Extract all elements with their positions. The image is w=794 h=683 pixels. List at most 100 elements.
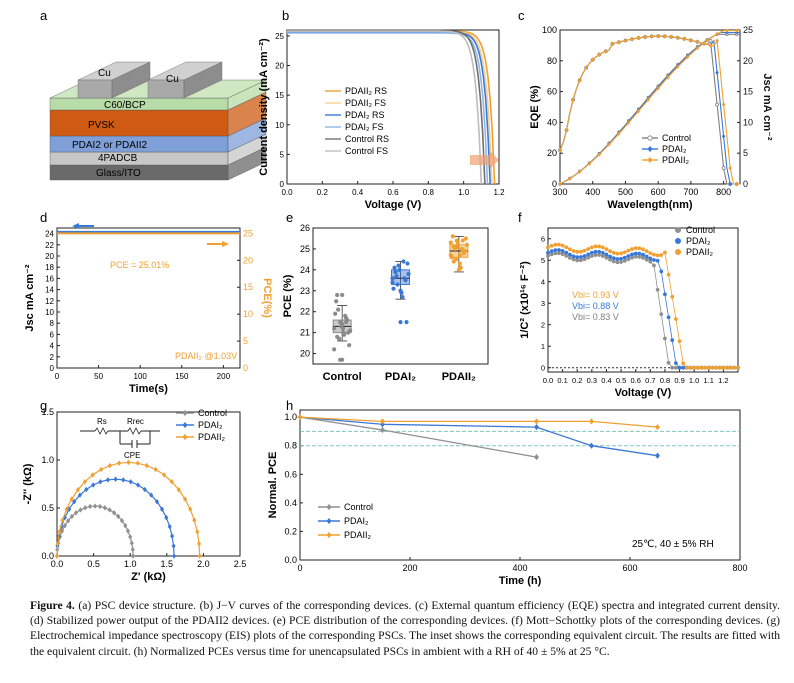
y-tick-label: 10 [275,121,284,130]
panel-letter-h: h [286,398,293,413]
jv-curve [287,32,489,185]
data-point [619,260,623,264]
x-tick-label: 0.7 [645,376,655,385]
x-tick-label: 0.0 [543,376,553,385]
data-point [564,245,569,250]
data-point [578,249,583,254]
data-point [582,254,587,258]
data-point [75,486,81,493]
y-tick-label: 20 [275,62,284,71]
condition-annotation: 25℃, 40 ± 5% RH [632,539,714,550]
y-tick-label: 22 [300,307,310,317]
y-tick-label: 20 [45,252,54,261]
data-point [654,452,661,459]
y-tick-label: 16 [45,274,54,283]
legend-label: Control [344,502,373,512]
data-point [715,102,719,107]
data-point [105,477,111,483]
y-tick-label: 60 [547,87,557,97]
data-point [116,460,122,467]
x-tick-label: 0.6 [630,376,640,385]
legend-label: Control [662,133,691,143]
data-point [735,28,739,33]
data-point [688,365,693,370]
x-tick-label: 1.0 [458,188,470,197]
data-point [666,315,671,320]
data-point [589,245,594,250]
data-point [717,365,722,370]
data-point [400,294,405,300]
data-point [135,460,140,467]
data-point [689,37,693,43]
data-point [128,534,133,540]
data-point [732,365,737,370]
data-point [588,418,595,425]
x-tick-label: 0.2 [317,188,329,197]
data-point [403,278,408,283]
x-tick-label: 600 [651,187,666,197]
pvsk-layer-front [49,109,229,137]
data-point [326,517,332,525]
data-point [608,254,613,259]
data-point [546,245,550,250]
x-tick-label: 0.4 [601,376,611,385]
y-tick-label: 25 [300,244,310,254]
resistor-icon [94,427,109,435]
data-point [593,253,598,257]
y-tick-label: 26 [300,223,310,233]
data-point [611,256,616,261]
data-point [684,365,689,370]
y-tick-label: 1.0 [284,412,297,422]
y-tick-label: 4 [50,342,55,351]
data-point [630,255,634,260]
y2-tick-label: 20 [243,255,253,265]
x-tick-label: 0.9 [674,376,684,385]
x-axis-label: Z' (kΩ) [131,571,166,583]
data-point [675,237,682,244]
data-point [135,482,141,488]
data-point [617,39,621,45]
data-point [695,39,700,45]
data-point [395,282,400,287]
data-point [159,506,165,513]
x-tick-label: 0 [297,563,302,573]
data-point [575,249,580,254]
x-tick-label: 0.2 [572,376,582,385]
y-tick-label: 4 [541,278,545,287]
vbi-annotation: Vbi= 0.83 V [572,312,619,322]
vbi-annotation: Vbi= 0.88 V [572,301,619,311]
data-point [587,161,592,166]
data-point [107,462,113,469]
data-point [405,261,410,266]
panel-b: 0.0 0.2 0.4 0.6 0.8 1.0 1.2 0 5 10 15 20 25 Voltage (… [258,29,505,211]
data-point [588,442,595,449]
legend-label: Control [198,408,227,418]
data-point [342,332,347,337]
data-point [644,254,649,259]
legend-label: Control [686,225,715,235]
data-point [144,462,149,469]
data-point [610,41,615,47]
data-point [615,251,620,256]
data-point [584,65,589,71]
data-point [617,131,621,137]
data-point [652,252,656,257]
x-tick-label: 1.0 [689,376,699,385]
data-point [655,253,660,258]
y2-tick-label: 25 [243,228,253,238]
data-point [604,255,609,260]
panel-letter-c: c [518,8,525,23]
data-point [560,249,565,253]
data-point [681,361,686,366]
x-tick-label: 1.5 [161,559,174,569]
data-point [600,250,605,255]
data-point [149,492,154,498]
x-tick-label: 0 [55,372,60,381]
data-point [643,34,647,40]
data-point [590,57,595,63]
data-point [622,255,627,260]
jv-curve [287,30,483,185]
x-tick-label: 0.6 [387,188,399,197]
data-point [619,251,623,256]
